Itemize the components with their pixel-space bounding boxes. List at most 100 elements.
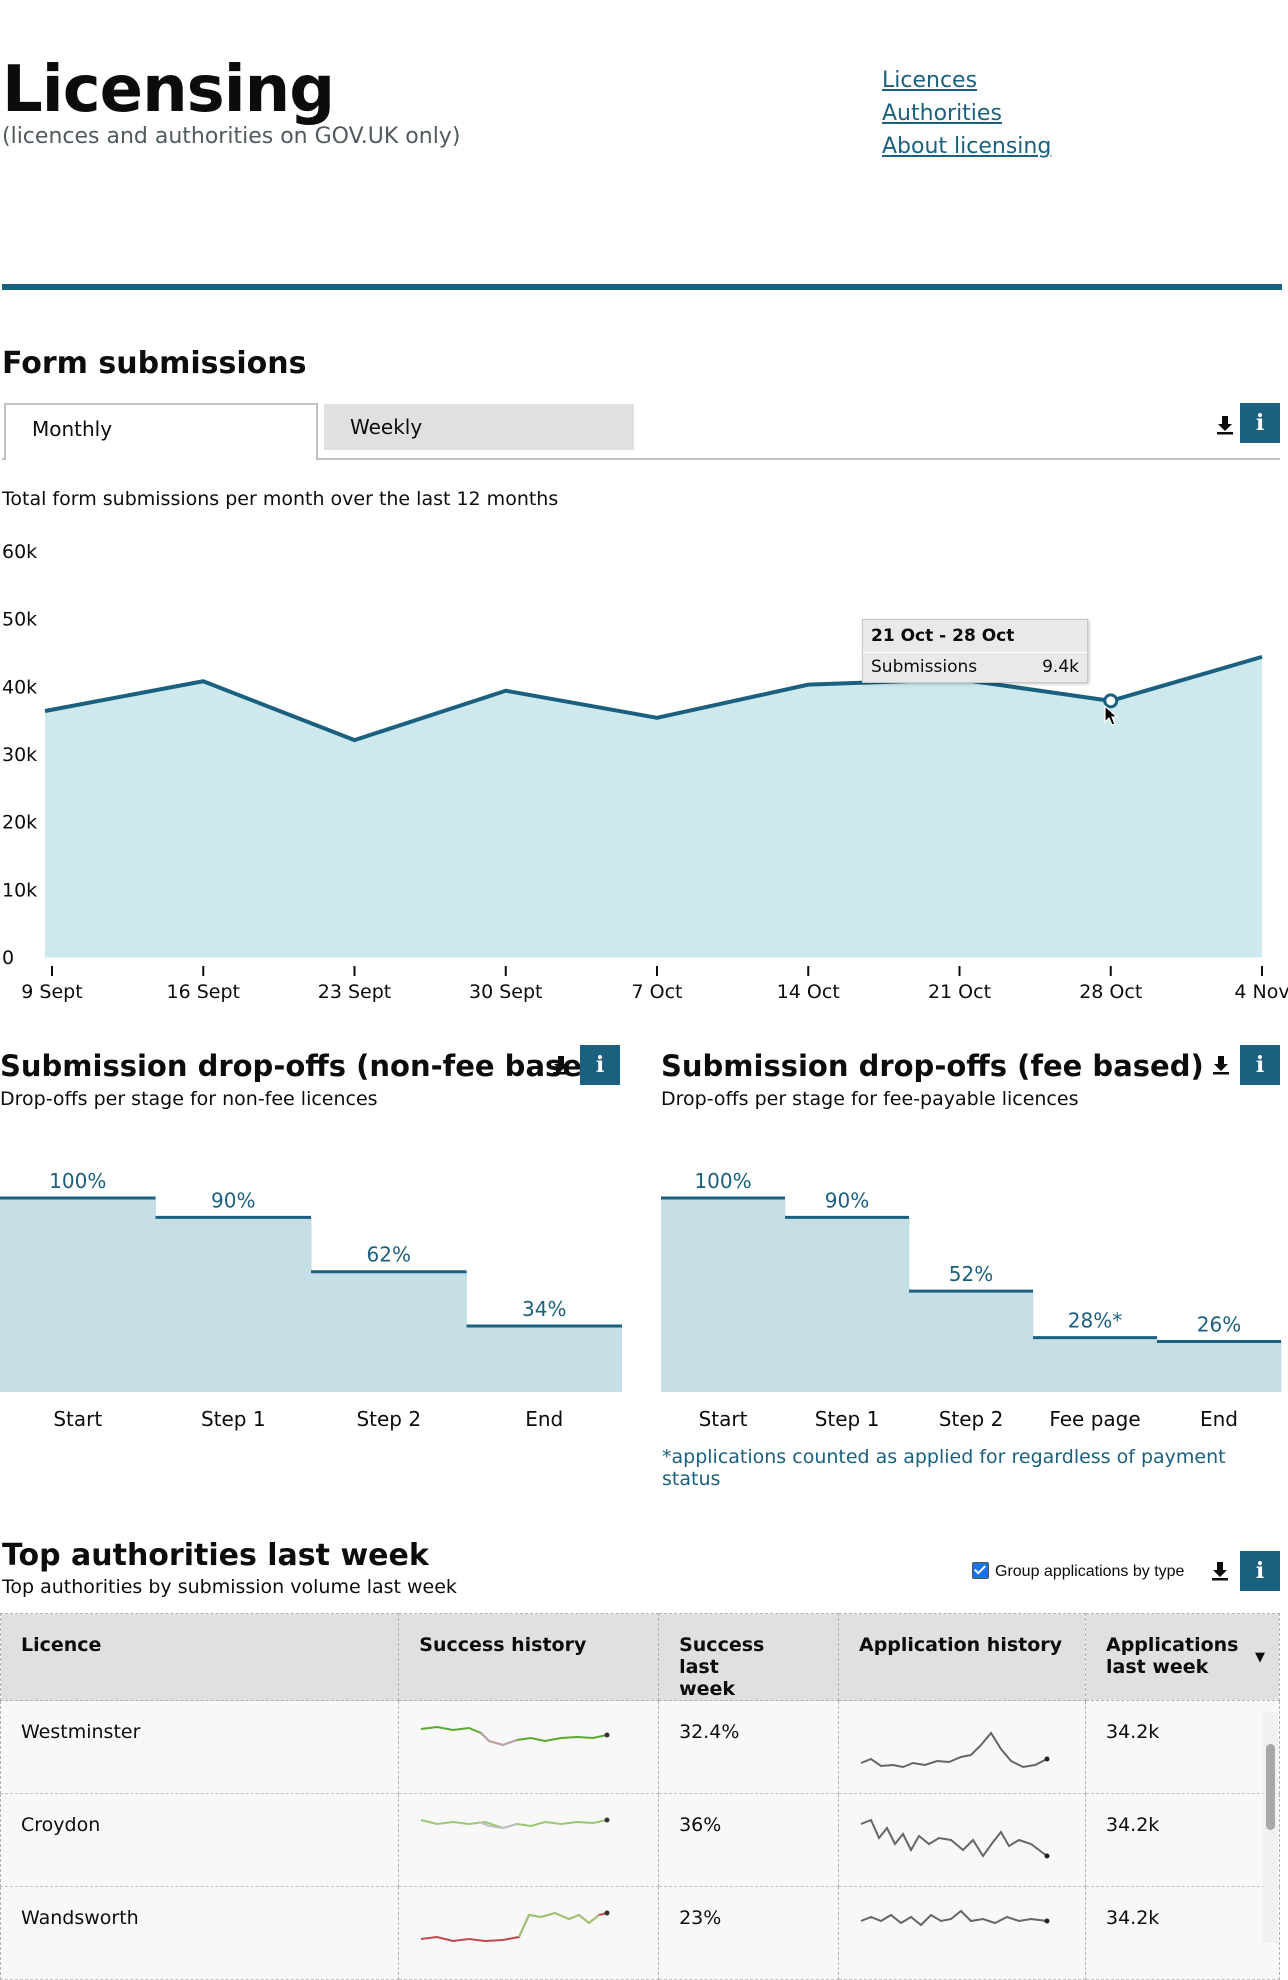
x-tick-label: 7 Oct [632,981,683,1003]
success-last-week-cell: 32.4% [658,1700,839,1794]
x-tick-label: 4 Nov [1234,981,1288,1003]
column-header-applications-last-week[interactable]: Applications last week ▼ [1084,1613,1281,1701]
applications-last-week-cell: 34.2k [1084,1886,1281,1980]
mouse-cursor-icon [1104,705,1119,726]
success-sparkline [421,1817,610,1830]
area-fill [45,656,1262,958]
info-icon[interactable]: i [580,1045,620,1085]
top-authorities-description: Top authorities by submission volume las… [2,1576,457,1598]
table-row[interactable]: Westminster 32.4% 34.2k [0,1700,1281,1794]
table-header-row: Licence Success history Success last wee… [0,1613,1281,1701]
dropoffs-nonfee-chart: 100% Start 90% Step 1 62% Step 2 34% End [0,1169,622,1431]
funnel-stage-label: Step 1 [815,1407,880,1431]
x-tick-label: 14 Oct [777,981,840,1003]
y-tick-label: 20k [2,812,37,834]
funnel-value-label: 90% [825,1188,869,1212]
page-title: Licensing [2,53,335,127]
download-icon[interactable] [1212,412,1238,438]
info-icon[interactable]: i [1240,1045,1280,1085]
form-submissions-description: Total form submissions per month over th… [2,488,559,510]
funnel-value-label: 100% [694,1169,751,1193]
info-icon[interactable]: i [1240,403,1280,443]
download-icon[interactable] [548,1052,574,1078]
header-divider [2,284,1282,290]
series-line [44,654,1263,743]
funnel-bar [155,1217,312,1392]
funnel-bar [466,1326,622,1392]
nav-link-about-licensing[interactable]: About licensing [882,134,1052,159]
dropoffs-nonfee-heading: Submission drop-offs (non-fee based) [0,1049,616,1083]
success-last-week-cell: 23% [658,1886,839,1980]
x-tick-label: 16 Sept [167,981,240,1003]
application-sparkline [860,1909,1050,1927]
funnel-bar [1157,1341,1282,1392]
tab-monthly[interactable]: Monthly [4,403,318,460]
funnel-stage-label: Step 1 [201,1407,266,1431]
tooltip-title: 21 Oct - 28 Oct [871,626,1015,646]
funnel-stage-label: Step 2 [939,1407,1004,1431]
column-header-success-last-week[interactable]: Success last week [658,1613,839,1701]
group-by-type-checkbox[interactable]: Group applications by type [972,1562,1184,1581]
top-authorities-table: Licence Success history Success last wee… [0,1613,1281,1980]
y-tick-label: 10k [2,879,37,901]
y-tick-label: 50k [2,609,37,631]
dropoffs-fee-description: Drop-offs per stage for fee-payable lice… [661,1088,1079,1110]
funnel-stage-label: End [1200,1407,1238,1431]
dropoffs-fee-chart: 100% Start 90% Step 1 52% Step 2 28%* Fee page 2… [661,1169,1282,1431]
funnel-bar [785,1217,910,1392]
funnel-value-label: 52% [949,1262,993,1286]
x-tick-label: 23 Sept [318,981,391,1003]
tooltip-value: 9.4k [1042,657,1079,677]
funnel-value-label: 26% [1197,1313,1241,1337]
x-tick-label: 28 Oct [1079,981,1142,1003]
checkbox-checked-icon[interactable] [972,1562,989,1579]
x-tick-label: 21 Oct [928,981,991,1003]
highlight-point [1103,693,1119,709]
licence-cell: Wandsworth [0,1886,400,1980]
y-tick-label: 60k [2,541,37,563]
funnel-value-label: 34% [522,1297,566,1321]
top-authorities-heading: Top authorities last week [2,1538,429,1573]
nav-link-authorities[interactable]: Authorities [882,101,1002,126]
form-submissions-chart: 0 10k 20k 30k 40k 50k 60k 9 Sept 16 Sept 23 Sept 3… [2,541,1288,1003]
column-header-licence[interactable]: Licence [0,1613,400,1701]
header-nav: Licences Authorities About licensing [882,64,1051,163]
funnel-value-label: 62% [367,1243,411,1267]
success-last-week-cell: 36% [658,1793,839,1887]
licence-cell: Westminster [0,1700,400,1794]
download-icon[interactable] [1207,1558,1233,1584]
tab-weekly[interactable]: Weekly [324,404,634,450]
funnel-stage-label: Fee page [1049,1407,1140,1431]
dropoffs-fee-footnote: *applications counted as applied for reg… [662,1446,1226,1490]
info-icon[interactable]: i [1240,1551,1280,1591]
funnel-stage-label: Step 2 [356,1407,421,1431]
funnel-stage-label: End [525,1407,563,1431]
chart-tooltip: 21 Oct - 28 Oct Submissions 9.4k [862,619,1088,683]
y-tick-label: 0 [2,947,14,969]
table-row[interactable]: Croydon 36% 34.2k [0,1793,1281,1887]
tabs-underline [2,458,1280,460]
application-history-cell [837,1886,1086,1980]
dropoffs-fee-heading: Submission drop-offs (fee based) [661,1049,1204,1083]
funnel-bar [311,1271,467,1392]
licence-cell: Croydon [0,1793,400,1887]
x-tick-label: 30 Sept [469,981,542,1003]
success-sparkline [421,1725,610,1747]
y-tick-label: 40k [2,676,37,698]
table-scrollbar-thumb[interactable] [1266,1744,1275,1830]
x-tick-label: 9 Sept [21,981,82,1003]
nav-link-licences[interactable]: Licences [882,68,978,93]
success-history-cell [398,1700,660,1794]
funnel-value-label: 28%* [1068,1309,1122,1333]
table-row[interactable]: Wandsworth 23% 34.2k [0,1886,1281,1980]
column-header-success-history[interactable]: Success history [398,1613,660,1701]
application-history-cell [837,1700,1086,1794]
sort-desc-icon[interactable]: ▼ [1255,1650,1265,1665]
success-history-cell [398,1793,660,1887]
download-icon[interactable] [1208,1052,1234,1078]
funnel-stage-label: Start [699,1407,748,1431]
column-header-application-history[interactable]: Application history [837,1613,1086,1701]
application-sparkline [860,1731,1050,1769]
applications-last-week-label: Applications last week [1105,1634,1239,1678]
page-subtitle: (licences and authorities on GOV.UK only… [2,124,461,149]
